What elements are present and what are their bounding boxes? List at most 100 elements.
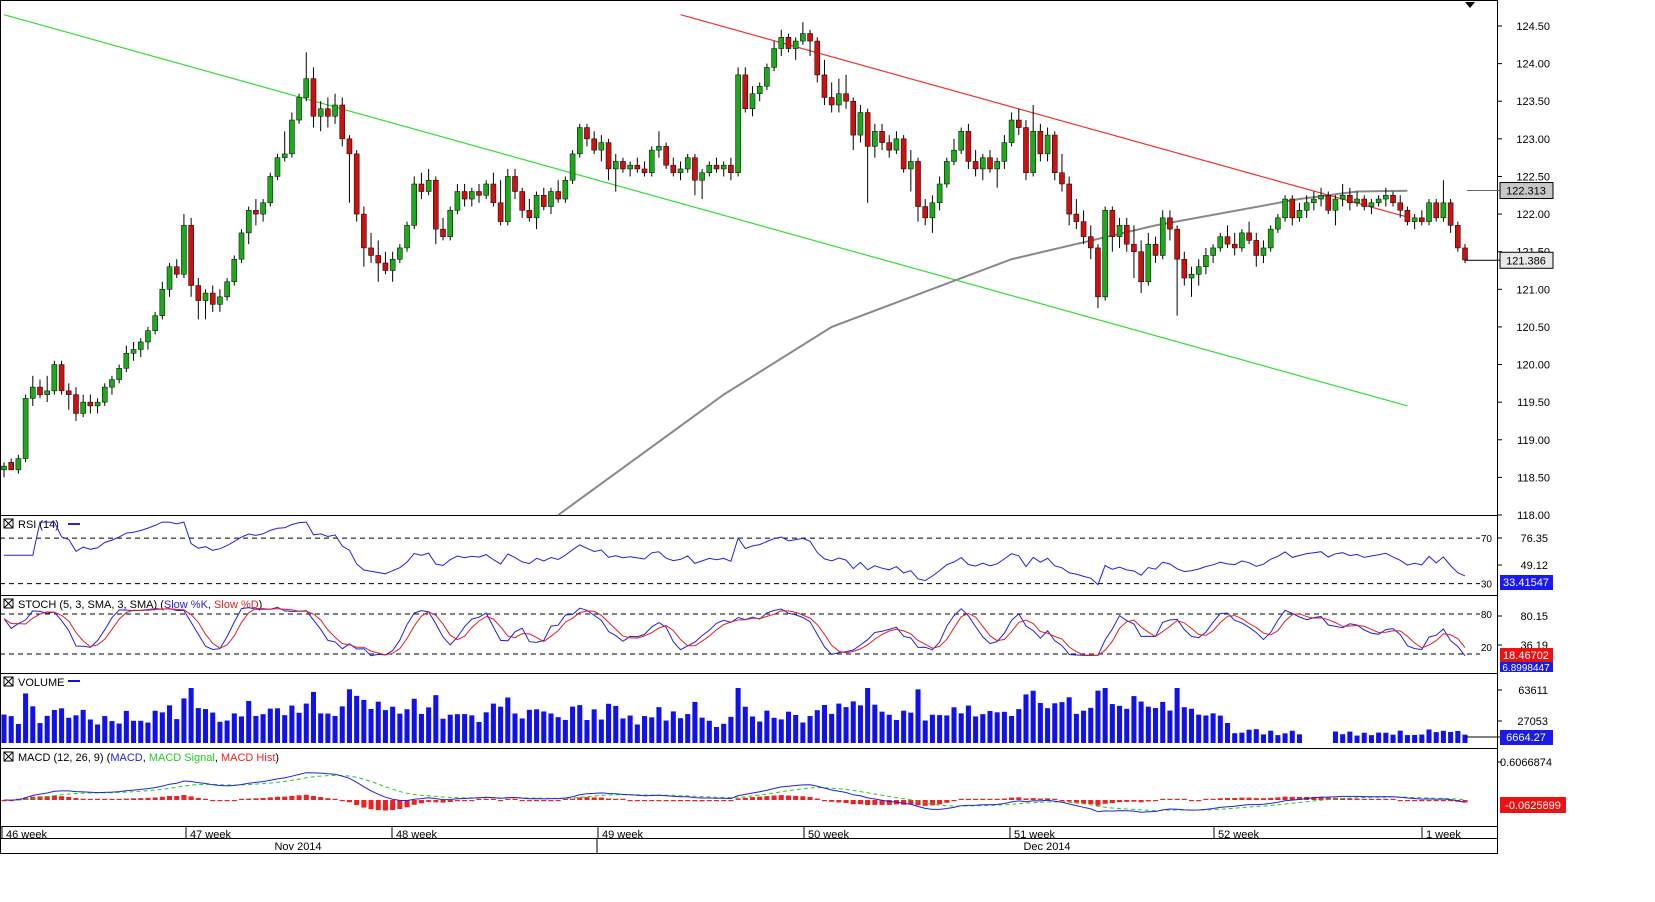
candle[interactable]	[1311, 198, 1317, 204]
candle[interactable]	[972, 161, 979, 170]
volume-bar[interactable]	[59, 708, 65, 743]
candle[interactable]	[958, 131, 964, 151]
volume-bar[interactable]	[260, 714, 266, 743]
volume-bar[interactable]	[1376, 732, 1382, 743]
volume-bar[interactable]	[95, 724, 101, 743]
candle[interactable]	[1037, 131, 1044, 155]
volume-bar[interactable]	[598, 719, 604, 743]
candle[interactable]	[692, 157, 698, 181]
candle[interactable]	[1433, 202, 1439, 219]
candle[interactable]	[879, 131, 885, 143]
candle[interactable]	[130, 349, 137, 354]
volume-bar[interactable]	[800, 722, 806, 743]
volume-bar[interactable]	[548, 713, 554, 743]
candle[interactable]	[447, 210, 453, 237]
volume-bar[interactable]	[1196, 714, 1202, 743]
volume-bar[interactable]	[354, 695, 360, 743]
candle[interactable]	[1325, 195, 1332, 211]
volume-bar[interactable]	[1217, 715, 1223, 743]
candle[interactable]	[1447, 202, 1454, 226]
candle[interactable]	[656, 146, 662, 151]
candle[interactable]	[1332, 198, 1339, 211]
candle[interactable]	[339, 104, 346, 140]
volume-bar[interactable]	[1404, 735, 1410, 743]
volume-bar[interactable]	[785, 711, 791, 743]
volume-bar[interactable]	[728, 716, 734, 743]
volume-bar[interactable]	[713, 726, 720, 743]
candle[interactable]	[562, 179, 569, 200]
candle[interactable]	[80, 401, 86, 414]
candle[interactable]	[310, 78, 317, 117]
volume-bar[interactable]	[397, 713, 403, 743]
volume-bar[interactable]	[1455, 730, 1461, 743]
candle[interactable]	[944, 161, 950, 185]
volume-bar[interactable]	[325, 713, 331, 743]
volume-bar[interactable]	[577, 705, 583, 743]
volume-bar[interactable]	[267, 708, 273, 743]
candle[interactable]	[1159, 217, 1166, 256]
volume-bar[interactable]	[627, 715, 633, 743]
candle[interactable]	[785, 37, 792, 49]
candle[interactable]	[648, 149, 655, 173]
volume-bar[interactable]	[1210, 713, 1216, 743]
candle[interactable]	[1152, 243, 1159, 256]
candle[interactable]	[397, 247, 403, 260]
volume-bar[interactable]	[634, 724, 640, 743]
volume-bar[interactable]	[1390, 734, 1396, 743]
volume-bar[interactable]	[1340, 734, 1346, 743]
candle[interactable]	[73, 394, 79, 414]
candle[interactable]	[1289, 198, 1296, 219]
candle[interactable]	[274, 157, 281, 177]
volume-bar[interactable]	[289, 705, 295, 743]
volume-bar[interactable]	[404, 709, 410, 743]
candle[interactable]	[771, 48, 777, 68]
candle[interactable]	[893, 138, 900, 151]
volume-bar[interactable]	[519, 718, 525, 743]
volume-bar[interactable]	[195, 708, 201, 743]
candle[interactable]	[1282, 198, 1288, 219]
volume-bar[interactable]	[87, 719, 93, 743]
candle[interactable]	[58, 364, 65, 392]
volume-bar[interactable]	[1426, 729, 1432, 743]
candle[interactable]	[109, 379, 115, 388]
candle[interactable]	[260, 202, 266, 215]
candle[interactable]	[281, 153, 288, 158]
candle[interactable]	[490, 183, 497, 204]
candle[interactable]	[166, 266, 173, 290]
candle[interactable]	[238, 232, 245, 260]
candle[interactable]	[843, 93, 849, 102]
volume-bar[interactable]	[447, 714, 453, 743]
candle[interactable]	[389, 258, 396, 271]
candle[interactable]	[267, 176, 274, 204]
candle[interactable]	[1318, 195, 1324, 200]
candle[interactable]	[87, 401, 94, 407]
candle[interactable]	[836, 93, 842, 106]
candle[interactable]	[1462, 247, 1468, 261]
volume-bar[interactable]	[994, 712, 1000, 743]
candle[interactable]	[864, 112, 871, 147]
volume-bar[interactable]	[174, 719, 180, 743]
volume-bar[interactable]	[44, 715, 50, 743]
volume-bar[interactable]	[749, 716, 756, 743]
candle[interactable]	[1001, 142, 1008, 162]
candle[interactable]	[44, 390, 50, 395]
volume-bar[interactable]	[562, 719, 568, 743]
volume-bar[interactable]	[922, 720, 928, 743]
candle[interactable]	[749, 93, 756, 110]
candle[interactable]	[332, 104, 338, 117]
candle[interactable]	[253, 210, 259, 215]
candle[interactable]	[821, 74, 828, 98]
candle[interactable]	[1080, 221, 1087, 237]
candle[interactable]	[684, 157, 691, 170]
candle[interactable]	[1051, 134, 1058, 173]
candle[interactable]	[411, 183, 418, 226]
candle[interactable]	[713, 164, 720, 170]
candle[interactable]	[980, 157, 986, 170]
candle[interactable]	[1217, 236, 1224, 249]
candle[interactable]	[915, 161, 921, 207]
volume-bar[interactable]	[440, 718, 446, 743]
volume-bar[interactable]	[361, 699, 367, 743]
volume-bar[interactable]	[1246, 729, 1252, 743]
candle[interactable]	[1181, 258, 1188, 279]
volume-bar[interactable]	[620, 718, 626, 743]
